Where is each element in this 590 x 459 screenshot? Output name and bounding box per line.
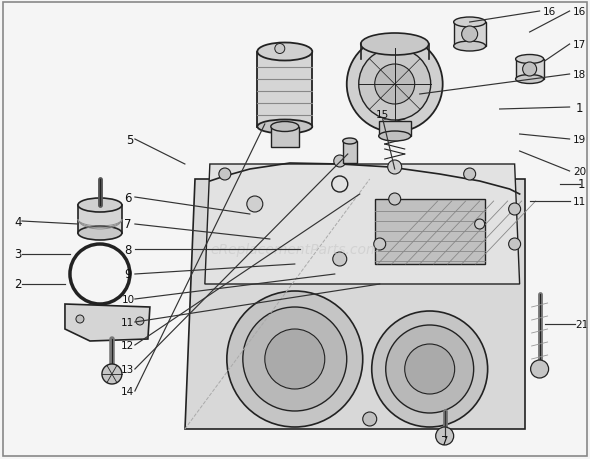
Circle shape xyxy=(386,325,474,413)
Ellipse shape xyxy=(78,226,122,241)
Text: 15: 15 xyxy=(376,110,389,120)
Circle shape xyxy=(435,427,454,445)
Circle shape xyxy=(359,49,431,121)
Ellipse shape xyxy=(257,44,312,62)
Circle shape xyxy=(461,27,478,43)
Circle shape xyxy=(102,364,122,384)
Polygon shape xyxy=(205,165,520,285)
Text: 16: 16 xyxy=(543,7,556,17)
Ellipse shape xyxy=(516,56,543,64)
Ellipse shape xyxy=(78,199,122,213)
Text: 7: 7 xyxy=(441,435,448,448)
Circle shape xyxy=(509,203,520,216)
Polygon shape xyxy=(65,304,150,341)
Bar xyxy=(343,142,357,164)
Circle shape xyxy=(136,317,144,325)
Text: 10: 10 xyxy=(122,294,135,304)
Circle shape xyxy=(509,239,520,251)
Polygon shape xyxy=(185,179,525,429)
Text: 16: 16 xyxy=(573,7,586,17)
Ellipse shape xyxy=(379,132,411,142)
Ellipse shape xyxy=(343,139,357,145)
Text: eReplacementParts.com: eReplacementParts.com xyxy=(210,242,379,257)
Text: 13: 13 xyxy=(122,364,135,374)
Circle shape xyxy=(333,252,347,266)
Text: 1: 1 xyxy=(578,178,585,191)
Circle shape xyxy=(530,360,549,378)
Bar xyxy=(379,122,411,137)
Ellipse shape xyxy=(257,120,312,134)
Bar xyxy=(257,52,312,127)
Ellipse shape xyxy=(454,18,486,28)
Circle shape xyxy=(375,65,415,105)
Ellipse shape xyxy=(454,42,486,52)
Text: 7: 7 xyxy=(124,218,132,231)
Circle shape xyxy=(523,63,537,77)
Text: 6: 6 xyxy=(124,191,132,204)
Circle shape xyxy=(363,412,377,426)
Text: 8: 8 xyxy=(124,243,132,256)
Text: 11: 11 xyxy=(122,317,135,327)
Circle shape xyxy=(76,315,84,323)
Text: 21: 21 xyxy=(575,319,588,329)
Circle shape xyxy=(347,37,442,133)
Bar xyxy=(375,200,484,264)
Circle shape xyxy=(389,194,401,206)
Circle shape xyxy=(247,196,263,213)
Text: 20: 20 xyxy=(573,167,586,177)
Circle shape xyxy=(243,308,347,411)
Circle shape xyxy=(388,161,402,174)
Ellipse shape xyxy=(360,34,429,56)
Circle shape xyxy=(475,219,484,230)
Text: 2: 2 xyxy=(14,278,22,291)
Text: 3: 3 xyxy=(14,248,22,261)
Ellipse shape xyxy=(271,122,299,132)
Bar xyxy=(78,206,122,234)
Text: 11: 11 xyxy=(573,196,586,207)
Bar xyxy=(271,127,299,147)
Circle shape xyxy=(405,344,455,394)
Circle shape xyxy=(373,239,386,251)
Circle shape xyxy=(372,311,488,427)
Bar xyxy=(454,23,486,47)
Circle shape xyxy=(334,156,346,168)
Circle shape xyxy=(219,168,231,180)
Text: 4: 4 xyxy=(14,215,22,228)
Text: 1: 1 xyxy=(576,101,584,114)
Circle shape xyxy=(464,168,476,180)
Text: 14: 14 xyxy=(122,386,135,396)
Text: 19: 19 xyxy=(573,134,586,145)
Text: 5: 5 xyxy=(126,133,133,146)
Circle shape xyxy=(227,291,363,427)
Circle shape xyxy=(275,45,285,54)
Text: 12: 12 xyxy=(122,340,135,350)
Text: 9: 9 xyxy=(124,268,132,281)
Bar xyxy=(516,60,543,80)
Text: 17: 17 xyxy=(573,40,586,50)
Text: 18: 18 xyxy=(573,70,586,80)
Ellipse shape xyxy=(516,75,543,84)
Circle shape xyxy=(265,329,325,389)
